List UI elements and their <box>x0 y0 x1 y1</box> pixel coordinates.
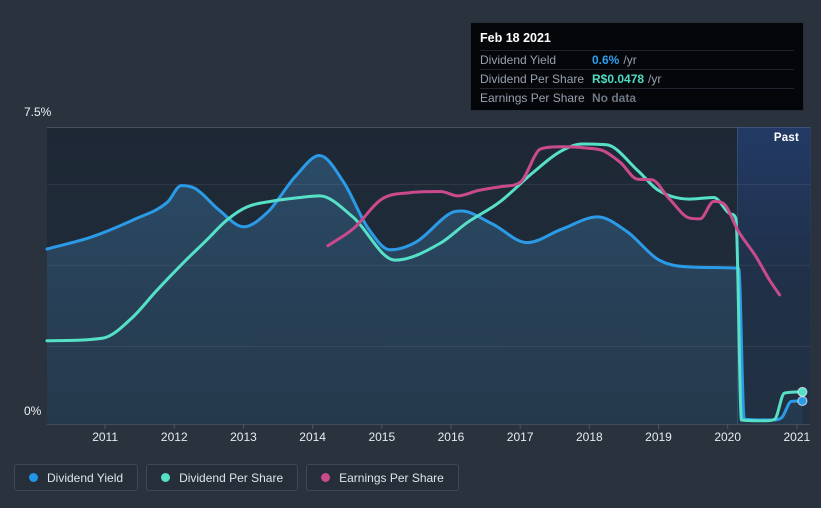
x-tick-label-2011: 2011 <box>92 430 118 444</box>
past-label: Past <box>773 132 799 144</box>
x-tick-label-2012: 2012 <box>160 430 188 444</box>
tooltip-rows: Dividend Yield 0.6%/yr Dividend Per Share R… <box>480 51 794 107</box>
legend: Dividend Yield Dividend Per Share Earnings… <box>14 464 459 491</box>
x-tick-label-2017: 2017 <box>506 430 534 444</box>
tooltip-row-label: Dividend Per Share <box>480 72 585 86</box>
legend-label: Dividend Per Share <box>179 470 284 485</box>
x-tick-label-2016: 2016 <box>437 430 465 444</box>
x-tick-label-2018: 2018 <box>575 430 603 444</box>
legend-item-dividend-yield[interactable]: Dividend Yield <box>14 464 139 491</box>
tooltip-date: Feb 18 2021 <box>480 29 794 51</box>
plot-area <box>47 127 810 425</box>
tooltip-row-dividend-per-share: Dividend Per Share R$0.0478/yr <box>480 70 794 89</box>
x-tick-label-2015: 2015 <box>368 430 396 444</box>
legend-dot <box>161 473 171 482</box>
tooltip-row-dividend-yield: Dividend Yield 0.6%/yr <box>480 51 794 70</box>
y-axis-label-max: 7.5% <box>24 105 52 119</box>
tooltip-row-value: No data <box>592 91 637 105</box>
legend-dot <box>321 473 331 482</box>
tooltip-row-earnings-per-share: Earnings Per Share No data <box>480 89 794 107</box>
hover-tooltip: Feb 18 2021 Dividend Yield 0.6%/yr Dividen… <box>470 22 804 111</box>
legend-label: Earnings Per Share <box>339 470 444 485</box>
tooltip-row-unit: /yr <box>623 53 637 67</box>
tooltip-row-label: Dividend Yield <box>480 53 557 67</box>
legend-item-earnings-per-share[interactable]: Earnings Per Share <box>306 464 459 491</box>
legend-dot <box>29 473 38 482</box>
tooltip-row-label: Earnings Per Share <box>480 91 585 105</box>
x-tick-label-2021: 2021 <box>783 430 811 444</box>
x-tick-label-2019: 2019 <box>645 430 672 444</box>
tooltip-row-value: 0.6% <box>592 53 620 67</box>
tooltip-row-value: R$0.0478 <box>592 72 645 86</box>
past-band: Past <box>736 127 811 424</box>
legend-label: Dividend Yield <box>47 470 124 485</box>
x-tick-label-2013: 2013 <box>230 430 257 444</box>
x-tick-label-2020: 2020 <box>714 430 742 444</box>
y-axis-label-min: 0% <box>24 404 42 418</box>
x-tick-label-2014: 2014 <box>299 430 326 444</box>
tooltip-row-unit: /yr <box>648 72 662 86</box>
legend-item-dividend-per-share[interactable]: Dividend Per Share <box>146 464 299 491</box>
